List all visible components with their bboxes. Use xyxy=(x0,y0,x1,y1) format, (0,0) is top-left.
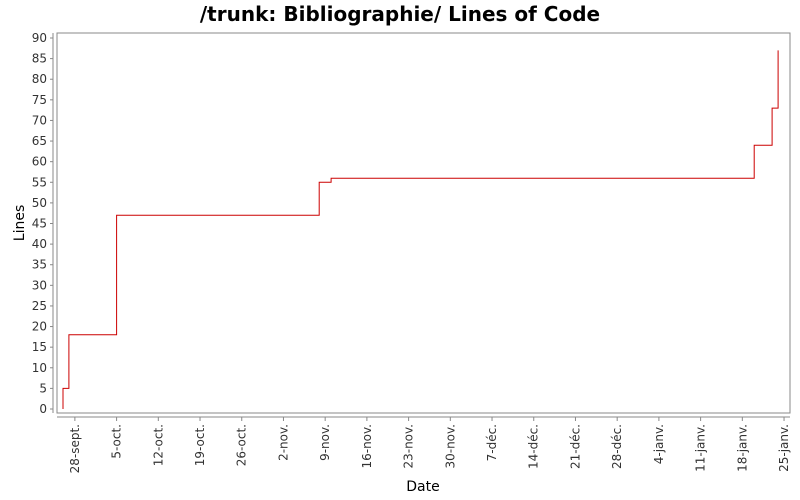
y-tick-label: 15 xyxy=(32,340,47,354)
x-tick-label: 9-nov. xyxy=(318,424,332,461)
x-axis: 28-sept. 5-oct. 12-oct. 19-oct. 26-oct. 2-nov… xyxy=(57,416,791,473)
y-tick-label: 40 xyxy=(32,237,47,251)
y-tick-label: 5 xyxy=(39,381,47,395)
x-tick-label: 11-janv. xyxy=(694,424,708,472)
y-tick-label: 90 xyxy=(32,31,47,45)
y-axis: 0 5 10 15 20 25 30 35 40 45 50 55 60 65 70 75 80 85 90 xyxy=(32,31,54,416)
series-layer xyxy=(62,50,779,410)
y-tick-label: 45 xyxy=(32,217,47,231)
plot-background xyxy=(56,32,791,414)
y-tick-label: 80 xyxy=(32,72,47,86)
series-line xyxy=(62,50,779,409)
x-tick-label: 7-déc. xyxy=(485,424,499,461)
y-tick-label: 10 xyxy=(32,361,47,375)
x-tick-label: 30-nov. xyxy=(443,424,457,469)
y-tick-label: 50 xyxy=(32,196,47,210)
y-tick-label: 60 xyxy=(32,155,47,169)
x-tick-label: 2-nov. xyxy=(276,424,290,461)
y-tick-label: 20 xyxy=(32,320,47,334)
y-tick-label: 85 xyxy=(32,52,47,66)
y-tick-label: 55 xyxy=(32,175,47,189)
x-tick-label: 12-oct. xyxy=(151,424,165,466)
y-tick-label: 70 xyxy=(32,113,47,127)
x-tick-label: 21-déc. xyxy=(568,424,582,469)
y-tick-label: 0 xyxy=(39,402,47,416)
x-tick-label: 16-nov. xyxy=(360,424,374,469)
x-tick-label: 18-janv. xyxy=(735,424,749,472)
x-tick-label: 23-nov. xyxy=(402,424,416,469)
x-tick-label: 28-déc. xyxy=(610,424,624,469)
chart-title: /trunk: Bibliographie/ Lines of Code xyxy=(199,2,601,26)
x-tick-label: 5-oct. xyxy=(110,424,124,459)
x-tick-label: 26-oct. xyxy=(235,424,249,466)
x-tick-label: 19-oct. xyxy=(193,424,207,466)
y-tick-label: 25 xyxy=(32,299,47,313)
y-tick-label: 30 xyxy=(32,278,47,292)
x-tick-label: 14-déc. xyxy=(527,424,541,469)
y-tick-label: 35 xyxy=(32,258,47,272)
x-tick-label: 28-sept. xyxy=(68,424,82,473)
x-tick-label: 25-janv. xyxy=(777,424,791,472)
y-tick-label: 65 xyxy=(32,134,47,148)
x-axis-label: Date xyxy=(406,479,439,495)
x-tick-label: 4-janv. xyxy=(652,424,666,464)
y-axis-label: Lines xyxy=(12,205,28,241)
y-tick-label: 75 xyxy=(32,93,47,107)
